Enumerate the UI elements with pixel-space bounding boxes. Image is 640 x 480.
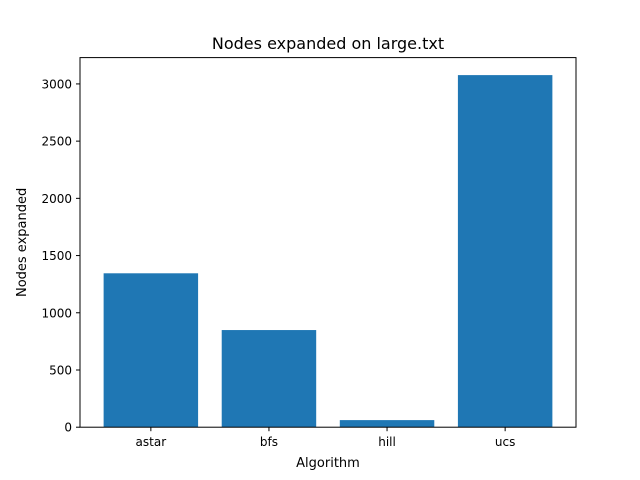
- y-tick-label-3000: 3000: [41, 77, 72, 91]
- y-tick-label-1000: 1000: [41, 306, 72, 320]
- bar-astar: [103, 273, 199, 428]
- x-axis-ticks: astar bfs hill ucs: [136, 427, 515, 449]
- bar-hill: [339, 420, 435, 428]
- x-tick-label-hill: hill: [378, 435, 396, 449]
- y-tick-label-1500: 1500: [41, 249, 72, 263]
- x-tick-label-astar: astar: [136, 435, 167, 449]
- y-tick-label-2000: 2000: [41, 192, 72, 206]
- bar-bfs: [221, 330, 317, 428]
- y-tick-label-2500: 2500: [41, 135, 72, 149]
- x-tick-label-bfs: bfs: [260, 435, 278, 449]
- x-axis-label: Algorithm: [296, 456, 360, 471]
- y-axis-ticks: 0 500 1000 1500 2000 2500 3000: [41, 77, 80, 435]
- y-tick-label-0: 0: [64, 421, 72, 435]
- y-axis-label: Nodes expanded: [15, 188, 30, 297]
- y-tick-label-500: 500: [49, 363, 72, 377]
- chart-title: Nodes expanded on large.txt: [212, 34, 444, 53]
- plot-frame: [79, 57, 577, 428]
- x-tick-label-ucs: ucs: [495, 435, 515, 449]
- bar-ucs: [457, 75, 553, 428]
- bars-group: [103, 75, 553, 428]
